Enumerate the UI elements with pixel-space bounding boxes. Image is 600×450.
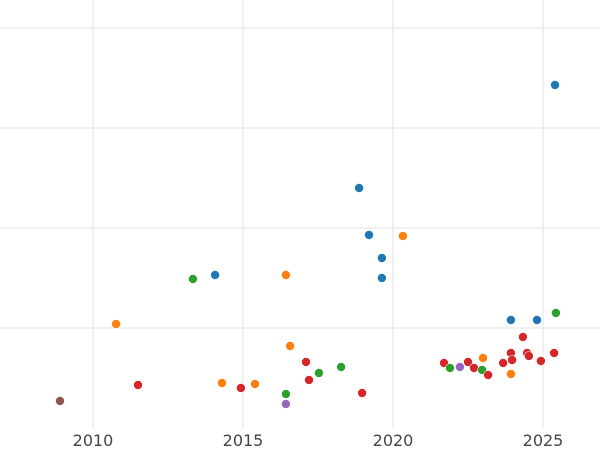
data-point: [133, 380, 143, 390]
data-point: [507, 355, 517, 365]
data-point: [377, 273, 387, 283]
data-point: [111, 319, 121, 329]
x-tick-label: 2010: [73, 431, 114, 450]
x-axis-ticks: 2010 2015 2020 2025: [73, 431, 564, 450]
data-point: [478, 353, 488, 363]
data-point: [250, 379, 260, 389]
data-point: [506, 369, 516, 379]
data-points: [55, 80, 561, 409]
data-point: [314, 368, 324, 378]
data-point: [518, 332, 528, 342]
data-point: [551, 308, 561, 318]
data-point: [236, 383, 246, 393]
data-point: [398, 231, 408, 241]
data-point: [483, 370, 493, 380]
data-point: [357, 388, 367, 398]
data-point: [354, 183, 364, 193]
data-point: [498, 358, 508, 368]
data-point: [506, 315, 516, 325]
data-point: [445, 363, 455, 373]
x-tick-label: 2020: [373, 431, 414, 450]
data-point: [469, 363, 479, 373]
data-point: [301, 357, 311, 367]
data-point: [364, 230, 374, 240]
data-point: [455, 362, 465, 372]
x-tick-label: 2015: [223, 431, 264, 450]
data-point: [549, 348, 559, 358]
data-point: [55, 396, 65, 406]
data-point: [377, 253, 387, 263]
data-point: [285, 341, 295, 351]
data-point: [550, 80, 560, 90]
data-point: [536, 356, 546, 366]
data-point: [281, 399, 291, 409]
data-point: [188, 274, 198, 284]
data-point: [217, 378, 227, 388]
data-point: [336, 362, 346, 372]
data-point: [304, 375, 314, 385]
x-tick-label: 2025: [523, 431, 564, 450]
data-point: [532, 315, 542, 325]
data-point: [281, 389, 291, 399]
grid: [0, 0, 600, 428]
data-point: [463, 357, 473, 367]
data-point: [210, 270, 220, 280]
data-point: [281, 270, 291, 280]
data-point: [524, 351, 534, 361]
